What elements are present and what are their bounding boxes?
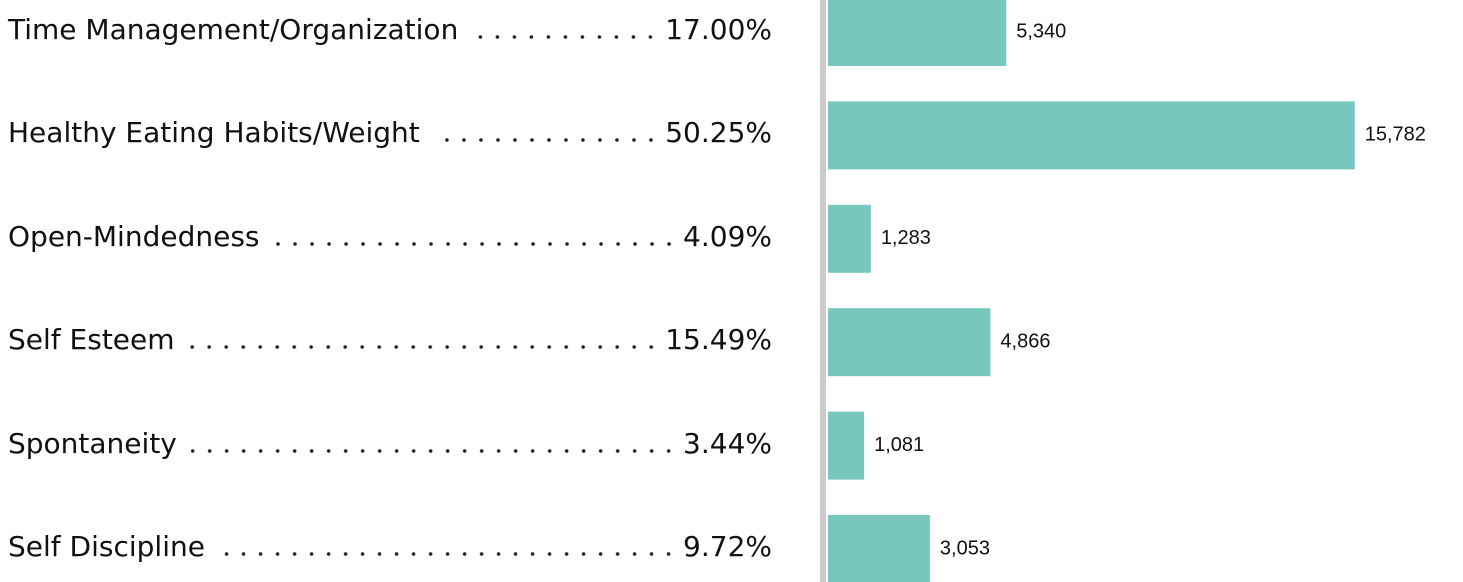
percentage-label: 4.09%: [683, 219, 772, 253]
value-label: 3,053: [940, 537, 990, 559]
category-row: Open-Mindedness 4.09%: [8, 213, 772, 253]
axis-line: [820, 0, 826, 582]
bar: [828, 515, 930, 582]
leader-dots: [188, 340, 660, 351]
percentage-label: 9.72%: [683, 530, 772, 563]
category-row: Self Esteem 15.49%: [8, 316, 772, 356]
value-label: 4,866: [1000, 330, 1050, 352]
percentage-label: 50.25%: [665, 116, 772, 150]
category-label: Spontaneity: [8, 426, 177, 460]
bar: [828, 0, 1007, 66]
category-row: Spontaneity 3.44%: [8, 420, 772, 460]
percentage-label: 17.00%: [665, 13, 772, 46]
percentage-label: 3.44%: [683, 426, 772, 460]
category-label: Self Discipline: [8, 530, 205, 563]
category-label: Open-Mindedness: [8, 219, 260, 253]
value-label: 5,340: [1016, 20, 1066, 42]
category-label: Healthy Eating Habits/Weight: [8, 116, 420, 150]
bar: [828, 308, 991, 377]
bar: [828, 101, 1355, 170]
category-label: Time Management/Organization: [8, 13, 459, 46]
category-label: Self Esteem: [8, 323, 175, 357]
leader-dots: [273, 236, 678, 247]
percentage-label: 15.49%: [665, 323, 772, 357]
category-row: Time Management/Organization 17.00%: [8, 6, 772, 46]
leader-dots: [218, 547, 678, 557]
value-label: 1,283: [881, 227, 931, 249]
leader-dots: [472, 30, 660, 40]
leader-dots: [190, 443, 678, 454]
value-label: 1,081: [874, 434, 924, 456]
bar: [828, 204, 871, 273]
bar: [828, 411, 865, 480]
category-row: Self Discipline 9.72%: [8, 523, 772, 563]
leader-dots: [433, 133, 660, 144]
category-row: Healthy Eating Habits/Weight 50.25%: [8, 109, 772, 149]
value-label: 15,782: [1365, 124, 1426, 146]
